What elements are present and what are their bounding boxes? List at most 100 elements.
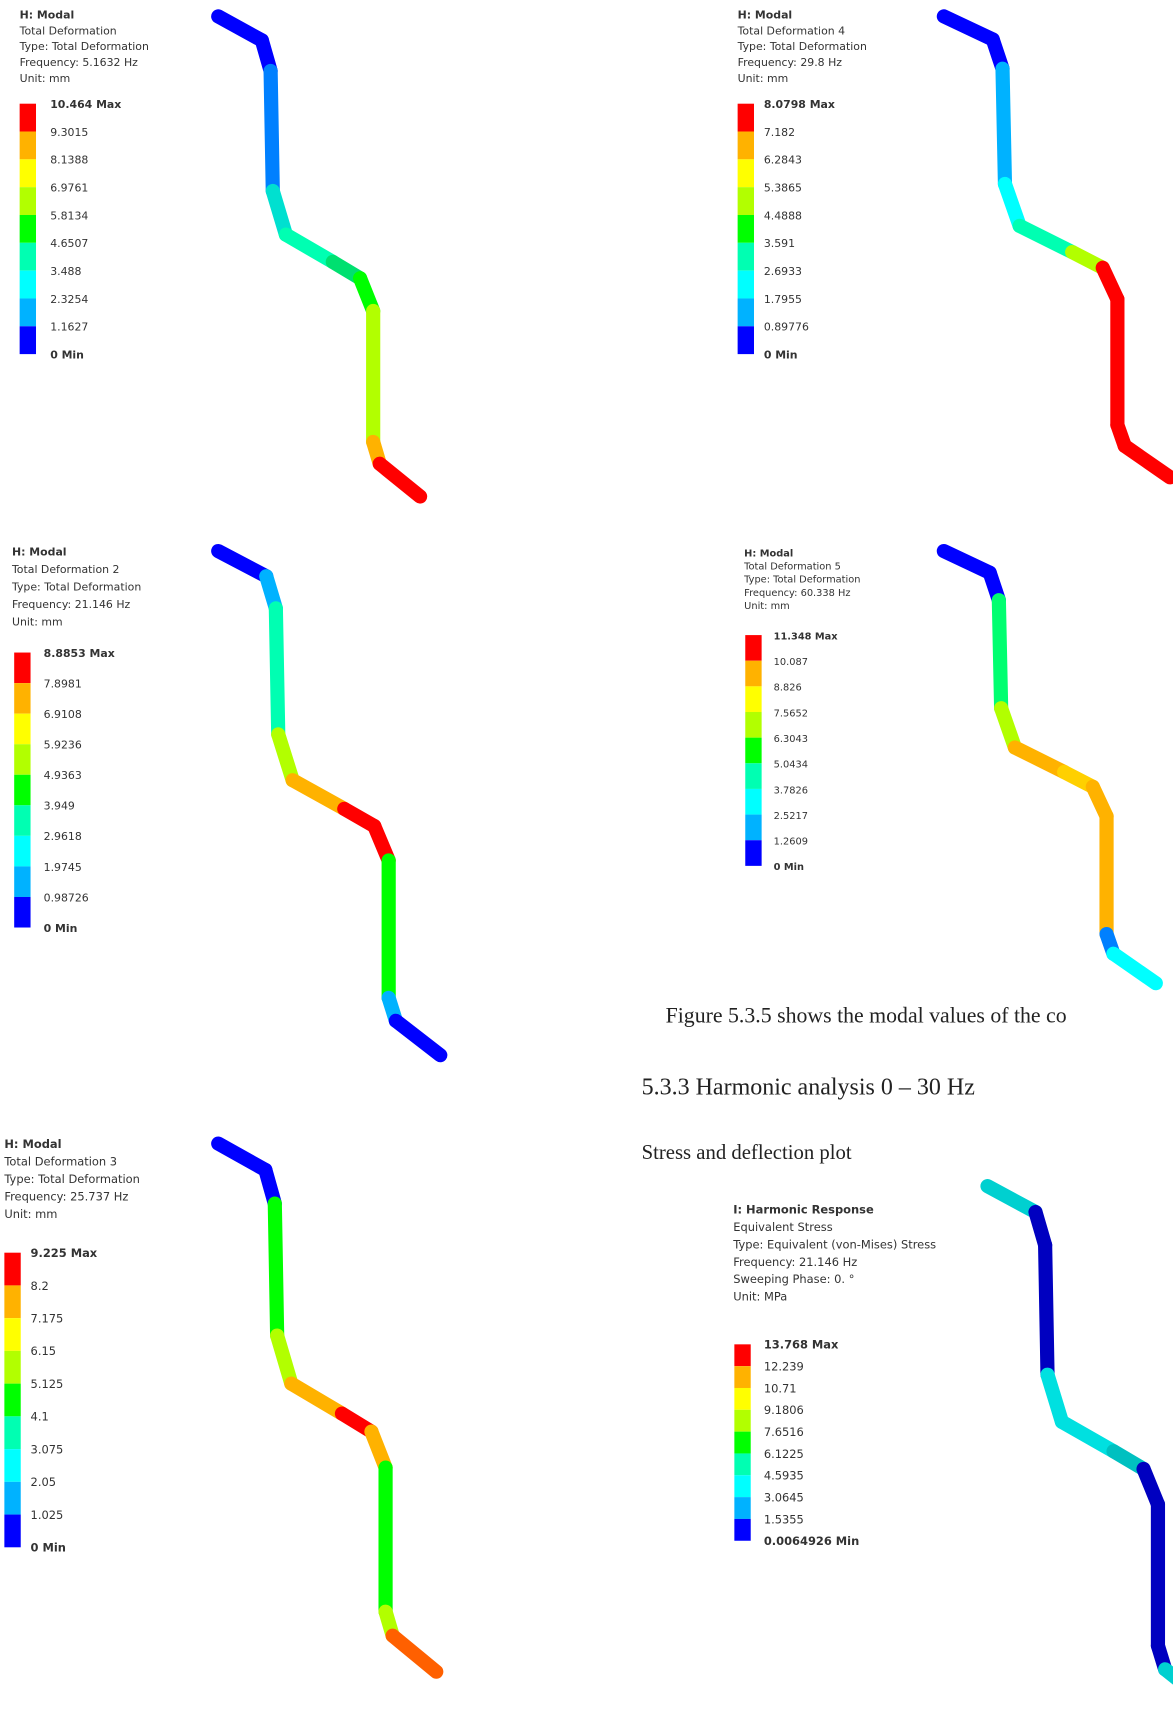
legend-label: 1.1627 [50, 321, 88, 334]
legend-label: 3.7826 [774, 785, 808, 796]
legend-swatch [745, 635, 761, 661]
legend-label: 8.826 [774, 683, 802, 694]
legend-label: 13.768 Max [764, 1338, 839, 1352]
legend-swatch [20, 215, 36, 243]
pipe-segment [1125, 446, 1170, 477]
legend-label: 11.348 Max [774, 631, 839, 642]
legend-label: 5.3865 [764, 182, 802, 195]
legend-label: 6.2843 [764, 154, 802, 167]
legend-label: 1.9745 [44, 861, 82, 874]
pipe-segment [999, 600, 1001, 708]
legend-label: 10.464 Max [50, 98, 121, 111]
legend-swatch [738, 187, 754, 215]
legend-label: 1.5355 [764, 1512, 804, 1526]
legend-swatch [4, 1253, 20, 1286]
legend-swatch [4, 1416, 20, 1449]
pipe-segment [291, 1384, 342, 1414]
panel-line: Total Deformation [19, 24, 117, 37]
legend-label: 0 Min [50, 348, 84, 361]
legend-label: 8.8853 Max [44, 647, 115, 660]
legend-swatch [734, 1453, 750, 1475]
legend-swatch [745, 763, 761, 789]
legend-label: 2.05 [31, 1475, 56, 1489]
legend-label: 8.0798 Max [764, 98, 835, 111]
legend-label: 9.3015 [50, 126, 88, 139]
panel-line: Total Deformation 2 [11, 563, 119, 576]
legend-label: 3.488 [50, 265, 81, 278]
legend-label: 7.175 [31, 1312, 64, 1326]
panel-line: Total Deformation 4 [737, 24, 846, 37]
section-heading: 5.3.3 Harmonic analysis 0 – 30 Hz [642, 1074, 975, 1100]
pipe-segment [944, 16, 993, 39]
panel-line: Unit: mm [744, 601, 790, 612]
legend-swatch [734, 1410, 750, 1432]
legend-swatch [20, 187, 36, 215]
pipe-segment [396, 1021, 440, 1055]
legend-label: 0 Min [764, 348, 798, 361]
legend-swatch [14, 653, 30, 684]
legend-swatch [4, 1449, 20, 1482]
legend-swatch [20, 271, 36, 299]
legend-swatch [4, 1318, 20, 1351]
legend-label: 4.4888 [764, 209, 802, 222]
legend-swatch [745, 738, 761, 764]
legend-swatch [14, 866, 30, 897]
legend-label: 2.9618 [44, 830, 82, 843]
panel-line: Frequency: 5.1632 Hz [20, 56, 139, 69]
panel-line: Equivalent Stress [733, 1220, 832, 1234]
pipe-segment [1020, 226, 1073, 252]
document: Figure 5.3.5 shows the modal values of t… [0, 0, 1173, 1711]
legend-swatch [734, 1432, 750, 1454]
pipe-segment [1165, 1669, 1173, 1704]
pipe-segment [1003, 69, 1005, 184]
panel-header: H: Modal [12, 545, 67, 558]
legend-label: 5.9236 [44, 739, 82, 752]
legend-swatch [14, 897, 30, 928]
legend-label: 0.0064926 Min [764, 1534, 859, 1548]
panel-line: Frequency: 29.8 Hz [738, 56, 843, 69]
legend-label: 9.1806 [764, 1403, 804, 1417]
legend-swatch [734, 1344, 750, 1366]
legend-label: 10.71 [764, 1381, 797, 1395]
legend-swatch [4, 1482, 20, 1515]
legend-label: 1.025 [31, 1508, 64, 1522]
legend-label: 3.0645 [764, 1490, 804, 1504]
panel-line: Sweeping Phase: 0. ° [733, 1272, 854, 1286]
legend-label: 6.3043 [774, 734, 808, 745]
panel-line: Type: Total Deformation [11, 580, 141, 593]
pipe-segment [276, 608, 278, 734]
panel-header: H: Modal [4, 1137, 61, 1151]
legend-label: 1.2609 [774, 837, 808, 848]
panel-line: Type: Equivalent (von-Mises) Stress [732, 1237, 936, 1251]
legend-swatch [4, 1285, 20, 1318]
legend-swatch [745, 686, 761, 712]
pipe-segment [218, 16, 262, 40]
pipe-segment [271, 71, 273, 191]
legend-swatch [738, 159, 754, 187]
pipe-segment [278, 734, 292, 780]
panel-header: H: Modal [20, 9, 75, 22]
legend-label: 0 Min [774, 862, 804, 873]
subheading: Stress and deflection plot [642, 1142, 852, 1164]
pipe-segment [1015, 747, 1064, 772]
pipe-segment [393, 1636, 437, 1672]
panel-line: Frequency: 21.146 Hz [733, 1255, 857, 1269]
panel-header: H: Modal [738, 9, 793, 22]
legend-label: 7.5652 [774, 708, 808, 719]
pipe-segment [293, 780, 345, 809]
legend-swatch [745, 840, 761, 866]
legend-label: 2.5217 [774, 811, 808, 822]
pipe-segment [286, 235, 333, 262]
legend-label: 3.591 [764, 237, 795, 250]
legend-swatch [14, 683, 30, 714]
pipe-segment [944, 551, 990, 573]
panel-line: Type: Total Deformation [743, 575, 860, 586]
pipe-segment [218, 551, 266, 576]
legend-swatch [734, 1475, 750, 1497]
legend-label: 4.1 [31, 1410, 49, 1424]
legend-label: 7.182 [764, 126, 795, 139]
pipe-segment [275, 1204, 277, 1336]
legend-label: 4.5935 [764, 1469, 804, 1483]
legend-label: 5.0434 [774, 760, 808, 771]
panel-line: Unit: mm [20, 72, 71, 85]
